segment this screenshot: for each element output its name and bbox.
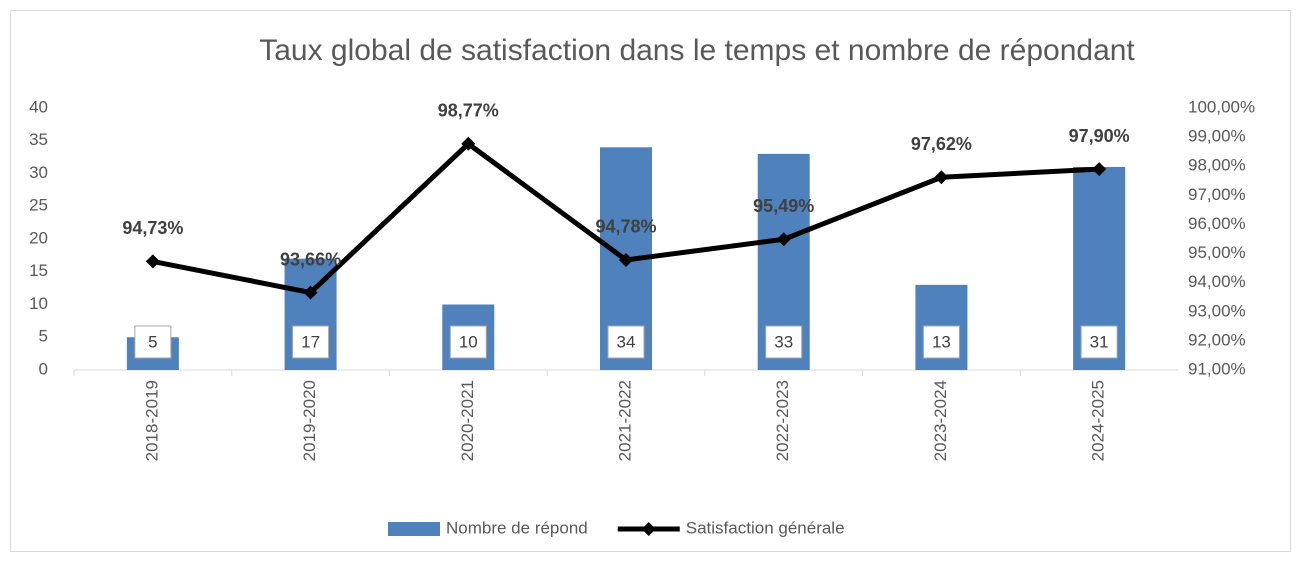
line-label: 95,49% [753,196,814,216]
line-marker [934,170,949,185]
y2-tick-label: 97,00% [1188,185,1246,204]
bar-label-box [1080,325,1118,359]
line-label: 97,90% [1069,126,1130,146]
line-label: 94,73% [122,218,183,238]
bar-label-box [449,325,487,359]
y-tick-label: 10 [29,294,48,313]
line-label: 97,62% [911,134,972,154]
line-marker [619,252,633,267]
bar-label: 31 [1090,332,1109,351]
line-label: 98,77% [438,101,499,121]
line-marker [1092,162,1107,177]
y2-tick-label: 99,00% [1188,127,1246,146]
y-tick-label: 15 [29,261,48,280]
bar-label-box [292,325,330,359]
y-tick-label: 40 [29,97,48,116]
y-tick-label: 0 [39,359,48,378]
bar-label: 33 [774,332,793,351]
line-marker [776,232,791,247]
line-label: 93,66% [280,249,341,269]
bar-label-box [607,325,645,359]
y-tick-label: 35 [29,130,48,149]
y2-tick-label: 93,00% [1188,301,1246,320]
legend-marker [641,522,656,536]
y-tick-label: 20 [29,228,48,247]
y2-tick-label: 92,00% [1188,330,1246,349]
line-marker [461,136,476,151]
y2-tick-label: 100,00% [1188,97,1255,116]
x-tick-label: 2024-2025 [1089,380,1108,461]
x-tick-label: 2021-2022 [615,380,634,461]
x-tick-label: 2023-2024 [931,380,950,461]
line-label: 94,78% [595,217,656,237]
bar-label-box [922,325,960,359]
bar-label: 17 [301,332,320,351]
y2-tick-label: 95,00% [1188,243,1246,262]
bar-label-box [765,325,803,359]
chart-title: Taux global de satisfaction dans le temp… [259,34,1135,67]
bar-label: 5 [148,332,157,351]
y-tick-label: 5 [39,327,48,346]
bar-label: 10 [459,332,478,351]
line-marker [145,254,160,269]
y2-tick-label: 94,00% [1188,272,1246,291]
y2-tick-label: 91,00% [1188,359,1246,378]
y-tick-label: 30 [29,163,48,182]
legend-label: Nombre de répond [446,518,588,537]
x-tick-label: 2020-2021 [458,380,477,461]
legend-label: Satisfaction générale [686,518,845,537]
legend-swatch [388,522,440,536]
y2-tick-label: 96,00% [1188,214,1246,233]
line-marker [303,285,318,300]
x-tick-label: 2018-2019 [142,380,161,461]
x-tick-label: 2019-2020 [300,380,319,461]
x-tick-label: 2022-2023 [773,380,792,461]
y-tick-label: 25 [29,196,48,215]
y2-tick-label: 98,00% [1188,156,1246,175]
bar-label: 13 [932,332,951,351]
bar-label: 34 [617,332,636,351]
bar-label-box [134,325,172,359]
